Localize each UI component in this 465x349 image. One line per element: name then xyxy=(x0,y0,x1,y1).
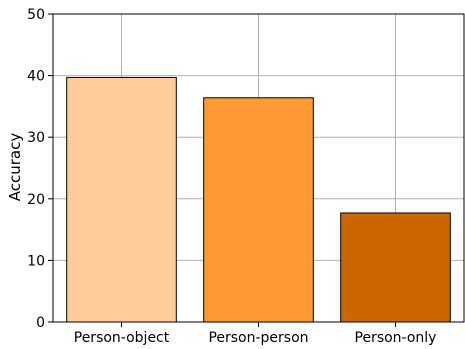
x-tick-label: Person-person xyxy=(208,330,308,345)
y-tick-label: 40 xyxy=(27,69,45,85)
ticks: 0 10 20 30 40 50 Person-object Person-person Per… xyxy=(27,7,437,346)
bar-person-only xyxy=(340,212,451,323)
y-tick-label: 30 xyxy=(27,130,45,146)
x-tick-label: Person-object xyxy=(74,330,170,345)
bar-person-object xyxy=(66,76,177,323)
bars xyxy=(66,76,451,323)
bar-person-person xyxy=(203,97,314,323)
y-axis-label: Accuracy xyxy=(6,133,24,202)
y-tick-label: 50 xyxy=(27,7,45,23)
y-tick-label: 20 xyxy=(27,192,45,208)
y-tick-label: 10 xyxy=(27,253,45,269)
x-tick-label: Person-only xyxy=(355,330,437,345)
y-tick-label: 0 xyxy=(36,315,45,331)
